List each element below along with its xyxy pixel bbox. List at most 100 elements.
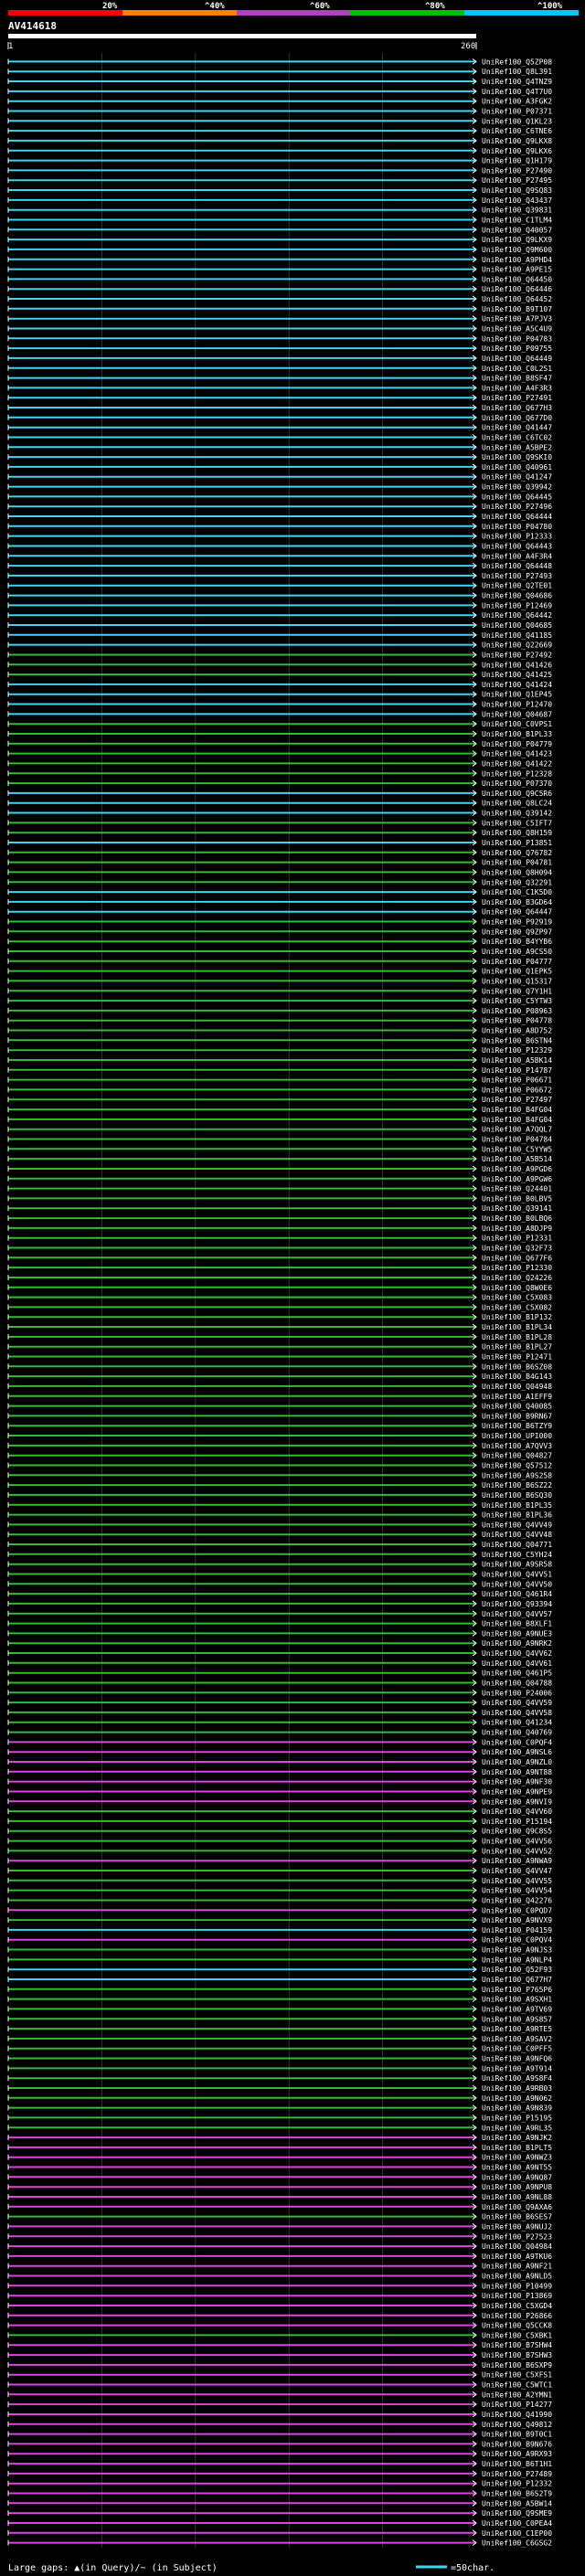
hit-label[interactable]: UniRef100_Q4VV47: [482, 1867, 552, 1875]
hit-label[interactable]: UniRef100_P13851: [482, 839, 552, 847]
hit-label[interactable]: UniRef100_Q41247: [482, 473, 552, 482]
hit-label[interactable]: UniRef100_B7SHW4: [482, 2341, 552, 2349]
hit-label[interactable]: UniRef100_P12328: [482, 769, 552, 778]
hit-label[interactable]: UniRef100_Q64445: [482, 493, 552, 501]
hit-label[interactable]: UniRef100_A9S857: [482, 2015, 552, 2023]
hit-label[interactable]: UniRef100_Q1EPK5: [482, 968, 552, 976]
hit-label[interactable]: UniRef100_P12333: [482, 533, 552, 541]
hit-label[interactable]: UniRef100_B6SXP9: [482, 2361, 552, 2369]
hit-label[interactable]: UniRef100_A9NWZ3: [482, 2154, 552, 2162]
hit-label[interactable]: UniRef100_A9CS50: [482, 948, 552, 956]
hit-label[interactable]: UniRef100_Q5ZP08: [482, 58, 552, 66]
hit-label[interactable]: UniRef100_P27496: [482, 503, 552, 511]
hit-label[interactable]: UniRef100_P04159: [482, 1926, 552, 1935]
hit-label[interactable]: UniRef100_A9NPE9: [482, 1788, 552, 1797]
hit-label[interactable]: UniRef100_Q40057: [482, 226, 552, 234]
hit-label[interactable]: UniRef100_A9N839: [482, 2104, 552, 2113]
hit-label[interactable]: UniRef100_P26866: [482, 2312, 552, 2320]
hit-label[interactable]: UniRef100_A5BK14: [482, 1056, 552, 1065]
hit-label[interactable]: UniRef100_Q24401: [482, 1185, 552, 1193]
hit-label[interactable]: UniRef100_P12471: [482, 1353, 552, 1362]
hit-label[interactable]: UniRef100_B1PLT5: [482, 2144, 552, 2152]
hit-label[interactable]: UniRef100_Q8W0E6: [482, 1284, 552, 1292]
hit-label[interactable]: UniRef100_A4F3R4: [482, 552, 552, 560]
hit-label[interactable]: UniRef100_Q41424: [482, 681, 552, 689]
hit-label[interactable]: UniRef100_A9RX93: [482, 2450, 552, 2458]
hit-label[interactable]: UniRef100_P27495: [482, 176, 552, 185]
hit-label[interactable]: UniRef100_C5YYW5: [482, 1145, 552, 1153]
hit-label[interactable]: UniRef100_B6STN4: [482, 1036, 552, 1044]
hit-label[interactable]: UniRef100_P04781: [482, 859, 552, 867]
hit-label[interactable]: UniRef100_A9NL88: [482, 2193, 552, 2201]
hit-label[interactable]: UniRef100_A1EFF9: [482, 1393, 552, 1401]
hit-label[interactable]: UniRef100_Q677F6: [482, 1254, 552, 1262]
hit-label[interactable]: UniRef100_P27497: [482, 1096, 552, 1104]
hit-label[interactable]: UniRef100_B6SZ22: [482, 1481, 552, 1489]
hit-label[interactable]: UniRef100_P12330: [482, 1264, 552, 1272]
hit-label[interactable]: UniRef100_Q4VV58: [482, 1709, 552, 1717]
hit-label[interactable]: UniRef100_A9NVX9: [482, 1916, 552, 1924]
hit-label[interactable]: UniRef100_P27493: [482, 572, 552, 580]
hit-label[interactable]: UniRef100_Q4VV60: [482, 1807, 552, 1816]
hit-label[interactable]: UniRef100_Q4VV50: [482, 1580, 552, 1588]
hit-label[interactable]: UniRef100_B4FG04: [482, 1106, 552, 1114]
hit-label[interactable]: UniRef100_Q9C8S5: [482, 1828, 552, 1836]
hit-label[interactable]: UniRef100_B1PL33: [482, 730, 552, 738]
hit-label[interactable]: UniRef100_B8XLF1: [482, 1620, 552, 1628]
hit-label[interactable]: UniRef100_Q64442: [482, 611, 552, 620]
hit-label[interactable]: UniRef100_Q04827: [482, 1452, 552, 1460]
hit-label[interactable]: UniRef100_A9SR58: [482, 1561, 552, 1569]
hit-label[interactable]: UniRef100_A9SXH1: [482, 1996, 552, 2004]
hit-label[interactable]: UniRef100_Q9LKX8: [482, 137, 552, 145]
hit-label[interactable]: UniRef100_A9RTE5: [482, 2025, 552, 2033]
hit-label[interactable]: UniRef100_Q04788: [482, 1680, 552, 1688]
hit-label[interactable]: UniRef100_Q4VV59: [482, 1699, 552, 1707]
hit-label[interactable]: UniRef100_Q461P5: [482, 1670, 552, 1678]
hit-label[interactable]: UniRef100_A9NT88: [482, 1768, 552, 1776]
hit-label[interactable]: UniRef100_Q4T7U0: [482, 88, 552, 96]
hit-label[interactable]: UniRef100_A2YMN1: [482, 2390, 552, 2399]
hit-label[interactable]: UniRef100_P10499: [482, 2282, 552, 2290]
hit-label[interactable]: UniRef100_Q40769: [482, 1729, 552, 1737]
hit-label[interactable]: UniRef100_Q461R4: [482, 1590, 552, 1598]
hit-label[interactable]: UniRef100_A9RB03: [482, 2084, 552, 2093]
hit-label[interactable]: UniRef100_P15195: [482, 2114, 552, 2122]
hit-label[interactable]: UniRef100_C5IFT7: [482, 819, 552, 827]
hit-label[interactable]: UniRef100_Q9LKX9: [482, 236, 552, 244]
hit-label[interactable]: UniRef100_Q42276: [482, 1897, 552, 1905]
hit-label[interactable]: UniRef100_Q4VV56: [482, 1838, 552, 1846]
hit-label[interactable]: UniRef100_B6SQ30: [482, 1491, 552, 1500]
hit-label[interactable]: UniRef100_Q1EP45: [482, 691, 552, 699]
hit-label[interactable]: UniRef100_Q9SME9: [482, 2509, 552, 2518]
hit-label[interactable]: UniRef100_A9NSL6: [482, 1748, 552, 1756]
hit-label[interactable]: UniRef100_B8SF47: [482, 375, 552, 383]
hit-label[interactable]: UniRef100_Q41234: [482, 1719, 552, 1727]
hit-label[interactable]: UniRef100_P12329: [482, 1046, 552, 1055]
hit-label[interactable]: UniRef100_Q64443: [482, 543, 552, 551]
hit-label[interactable]: UniRef100_A9NLP4: [482, 1956, 552, 1964]
hit-label[interactable]: UniRef100_A7PJV3: [482, 315, 552, 323]
hit-label[interactable]: UniRef100_B0LBV5: [482, 1194, 552, 1203]
hit-label[interactable]: UniRef100_A9T914: [482, 2064, 552, 2072]
hit-label[interactable]: UniRef100_Q4VV62: [482, 1649, 552, 1658]
hit-label[interactable]: UniRef100_Q39141: [482, 1204, 552, 1213]
hit-label[interactable]: UniRef100_C1EP00: [482, 2529, 552, 2538]
hit-label[interactable]: UniRef100_Q9M600: [482, 246, 552, 254]
hit-label[interactable]: UniRef100_A9NFQ6: [482, 2055, 552, 2063]
hit-label[interactable]: UniRef100_B6TZY9: [482, 1422, 552, 1430]
hit-label[interactable]: UniRef100_B4G143: [482, 1373, 552, 1381]
hit-label[interactable]: UniRef100_P92919: [482, 918, 552, 927]
hit-label[interactable]: UniRef100_Q57512: [482, 1462, 552, 1470]
hit-label[interactable]: UniRef100_Q4VV51: [482, 1571, 552, 1579]
hit-label[interactable]: UniRef100_A4F3R3: [482, 384, 552, 392]
hit-label[interactable]: UniRef100_B6T1H1: [482, 2460, 552, 2468]
hit-label[interactable]: UniRef100_C0L2S1: [482, 365, 552, 373]
hit-label[interactable]: UniRef100_A7QVV3: [482, 1442, 552, 1450]
hit-label[interactable]: UniRef100_Q9AXA6: [482, 2203, 552, 2211]
hit-label[interactable]: UniRef100_A9NVI9: [482, 1797, 552, 1806]
hit-label[interactable]: UniRef100_Q64447: [482, 908, 552, 917]
hit-label[interactable]: UniRef100_Q41447: [482, 424, 552, 432]
hit-label[interactable]: UniRef100_A9PGW6: [482, 1175, 552, 1183]
hit-label[interactable]: UniRef100_Q7Y1H1: [482, 987, 552, 995]
hit-label[interactable]: UniRef100_Q8L391: [482, 68, 552, 76]
